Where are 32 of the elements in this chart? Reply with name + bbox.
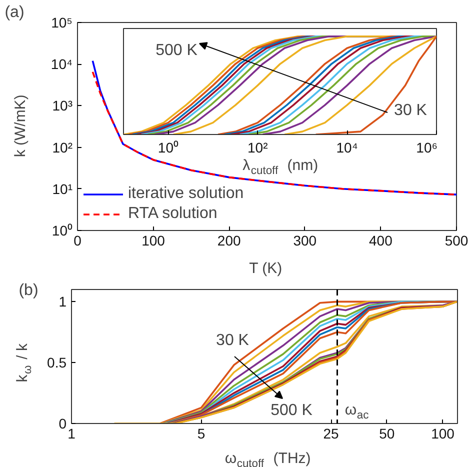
x-tick-label: 400 bbox=[369, 232, 393, 248]
annotation: 500 K bbox=[156, 42, 198, 59]
y-tick-label: 0.5 bbox=[47, 354, 67, 371]
x-tick-label: 100 bbox=[431, 426, 455, 442]
x-tick-label: 300 bbox=[293, 232, 317, 248]
y-tick-label: 10⁴ bbox=[50, 56, 73, 72]
y-tick-label: 10⁰ bbox=[52, 222, 73, 238]
x-tick-label: 25 bbox=[323, 426, 340, 442]
text: (b) bbox=[18, 282, 38, 299]
legend-label: iterative solution bbox=[128, 185, 244, 203]
x-tick-label: 200 bbox=[217, 232, 241, 248]
y-tick-label: 10⁵ bbox=[51, 14, 73, 30]
y-axis-title: k (W/mK) bbox=[12, 94, 29, 158]
y-axis-title: kω / k bbox=[14, 343, 34, 382]
x-tick-label: 100 bbox=[142, 232, 166, 248]
y-tick-label: 0 bbox=[58, 416, 67, 432]
x-tick-label: 10⁶ bbox=[416, 140, 438, 156]
y-tick-label: 10³ bbox=[52, 98, 73, 114]
y-tick-label: 10¹ bbox=[52, 180, 73, 197]
x-tick-label: 5 bbox=[197, 426, 206, 442]
x-tick-label: 500 bbox=[444, 232, 468, 248]
x-axis-title: T (K) bbox=[249, 260, 282, 277]
x-tick-label: 10⁰ bbox=[158, 140, 179, 156]
y-tick-label: 1 bbox=[58, 294, 67, 310]
legend-label: RTA solution bbox=[128, 205, 218, 223]
annotation: 30 K bbox=[394, 102, 428, 119]
annotation: 30 K bbox=[216, 332, 250, 349]
x-tick-label: 10² bbox=[248, 140, 268, 156]
x-tick-label: 10⁴ bbox=[336, 140, 358, 156]
x-tick-label: 50 bbox=[379, 426, 395, 442]
text: (a) bbox=[4, 4, 24, 21]
annotation: 500 K bbox=[270, 402, 313, 419]
